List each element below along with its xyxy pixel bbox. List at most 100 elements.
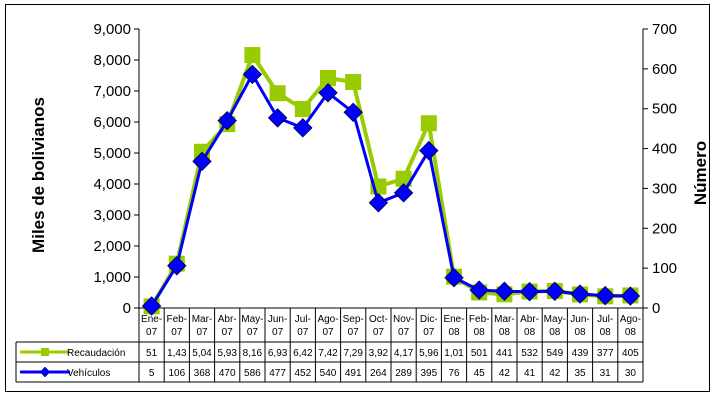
table-cell: 395 [420,368,437,379]
x-tick-label: Mar-07 [192,314,213,338]
y2-tick-label: 600 [652,61,677,78]
table-cell: 8,16 [243,348,263,359]
y-tick-label: 9,000 [93,21,131,38]
x-tick-label: Abr-08 [520,314,539,338]
y-tick-label: 2,000 [93,238,131,255]
x-tick-label: Abr-07 [218,314,237,338]
point-vehiculos [494,281,515,301]
x-tick-label: Ago-07 [317,314,338,338]
table-cell: 6,93 [268,348,288,359]
y-axis-title: Miles de bolivianos [29,97,48,253]
y-tick-label: 1,000 [93,269,131,286]
point-vehiculos [393,183,414,203]
table-cell: 439 [572,348,589,359]
point-vehiculos [242,64,263,85]
legend-marker [39,366,51,378]
x-tick-label: Jun-08 [570,314,589,338]
table-cell: 35 [574,368,586,379]
point-vehiculos [368,193,389,213]
legend-label: Vehículos [67,368,110,379]
point-vehiculos [419,140,439,161]
point-vehiculos [267,108,288,128]
point-vehiculos [141,296,162,316]
y-tick-label: 3,000 [93,207,131,224]
y-tick-label: 6,000 [93,114,131,131]
table-cell: 7,42 [318,348,338,359]
point-vehiculos [595,285,615,306]
table-cell: 470 [219,368,236,379]
point-vehiculos [293,118,313,138]
chart-frame: Miles de bolivianos Número 0 1,000 2,000 3,… [5,4,710,392]
x-tick-label: Jun-07 [268,314,287,338]
chart-svg: Miles de bolivianos Número 0 1,000 2,000 3,… [15,21,710,383]
table-cell: 7,29 [343,348,363,359]
y2-tick-label: 400 [652,141,677,158]
point-recaudacion [320,69,336,86]
x-tick-label: Ene-08 [443,314,464,338]
table-cell: 501 [471,348,488,359]
x-tick-label: Dic-07 [420,314,438,338]
table-cell: 586 [244,368,261,379]
x-tick-label: Sep-07 [343,314,364,338]
y2-tick-label: 0 [652,300,660,317]
table-cell: 405 [622,348,639,359]
x-tick-label: Feb-08 [469,314,490,338]
table-cell: 5,93 [217,348,237,359]
table-cell: 491 [345,368,362,379]
point-vehiculos [620,286,641,306]
table-cell: 532 [521,348,538,359]
table-cell: 42 [499,368,511,379]
x-tick-label: Oct-07 [369,314,388,338]
x-tick-label: Jul-08 [597,314,613,338]
table-cell: 30 [625,368,637,379]
y-tick-label: 0 [123,300,131,317]
table-cell: 540 [320,368,337,379]
point-recaudacion [395,170,412,187]
y2-tick-label: 700 [652,21,677,38]
point-vehiculos [444,268,464,288]
y2-axis-title: Número [691,141,710,205]
table-cell: 264 [370,368,387,379]
y-tick-label: 4,000 [93,176,131,193]
x-tick-label: Ene-07 [141,314,162,338]
table-cell: 51 [146,348,158,359]
x-tick-label: May-07 [241,314,263,338]
table-cell: 1,43 [167,348,187,359]
x-tick-label: May-08 [544,314,566,338]
table-cell: 377 [597,348,614,359]
table-cell: 368 [194,368,211,379]
y2-tick-label: 500 [652,101,677,118]
table-cell: 76 [448,368,460,379]
point-recaudacion [244,47,261,64]
legend-marker [41,348,49,356]
point-vehiculos [519,281,540,302]
y-tick-label: 7,000 [93,83,131,100]
table-cell: 5,96 [419,348,439,359]
table-cell: 477 [269,368,286,379]
series-line-recaudacion [149,53,631,308]
table-cell: 4,17 [394,348,414,359]
table-cell: 5,04 [192,348,212,359]
table-cell: 42 [549,368,561,379]
legend-label: Recaudación [67,348,125,359]
y-tick-label: 8,000 [93,52,131,69]
point-recaudacion [294,100,311,117]
point-vehiculos [343,102,363,123]
table-cell: 3,92 [369,348,389,359]
table-cell: 5 [149,368,155,379]
table-cell: 441 [496,348,513,359]
series-line-vehiculos [150,72,631,307]
point-vehiculos [469,280,489,300]
y-tick-label: 5,000 [93,145,131,162]
point-vehiculos [192,151,212,172]
table-cell: 452 [294,368,311,379]
y2-tick-label: 200 [652,220,677,237]
point-vehiculos [318,83,338,103]
table-cell: 1,01 [444,348,464,359]
point-recaudacion [345,74,362,91]
x-tick-label: Feb-07 [167,314,188,338]
point-vehiculos [217,110,237,131]
table-cell: 45 [474,368,486,379]
x-tick-label: Jul-07 [295,314,311,338]
table-cell: 41 [524,368,536,379]
